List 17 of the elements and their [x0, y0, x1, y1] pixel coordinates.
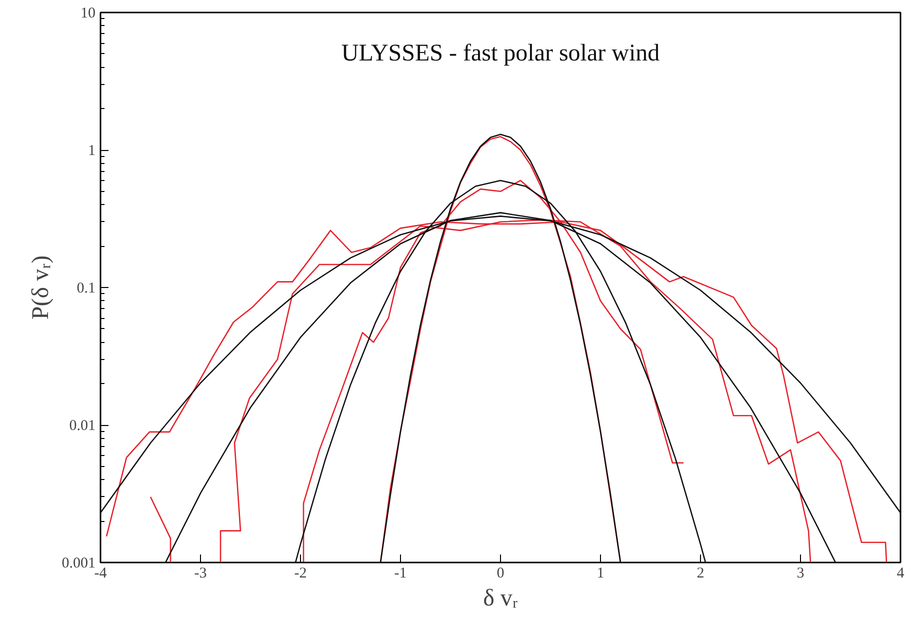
- y-axis-title: P(δ vᵣ): [28, 255, 54, 320]
- x-tick-label: -1: [394, 566, 407, 582]
- y-tick-label: 0.01: [69, 418, 96, 434]
- x-tick-label: 3: [796, 566, 804, 582]
- x-tick-label: -4: [94, 566, 108, 582]
- x-tick-label: 0: [496, 566, 504, 582]
- x-tick-label: 2: [696, 566, 704, 582]
- x-axis-title: δ vᵣ: [483, 586, 518, 612]
- y-tick-label: 10: [80, 6, 96, 22]
- x-tick-label: 1: [596, 566, 604, 582]
- x-tick-label: -3: [194, 566, 207, 582]
- x-tick-label: -2: [294, 566, 307, 582]
- y-tick-label: 0.1: [76, 280, 96, 296]
- x-tick-label: 4: [896, 566, 905, 582]
- text: ULYSSES - fast polar solar wind: [341, 40, 660, 66]
- y-tick-label: 1: [88, 143, 96, 159]
- y-tick-label: 0.001: [62, 556, 96, 572]
